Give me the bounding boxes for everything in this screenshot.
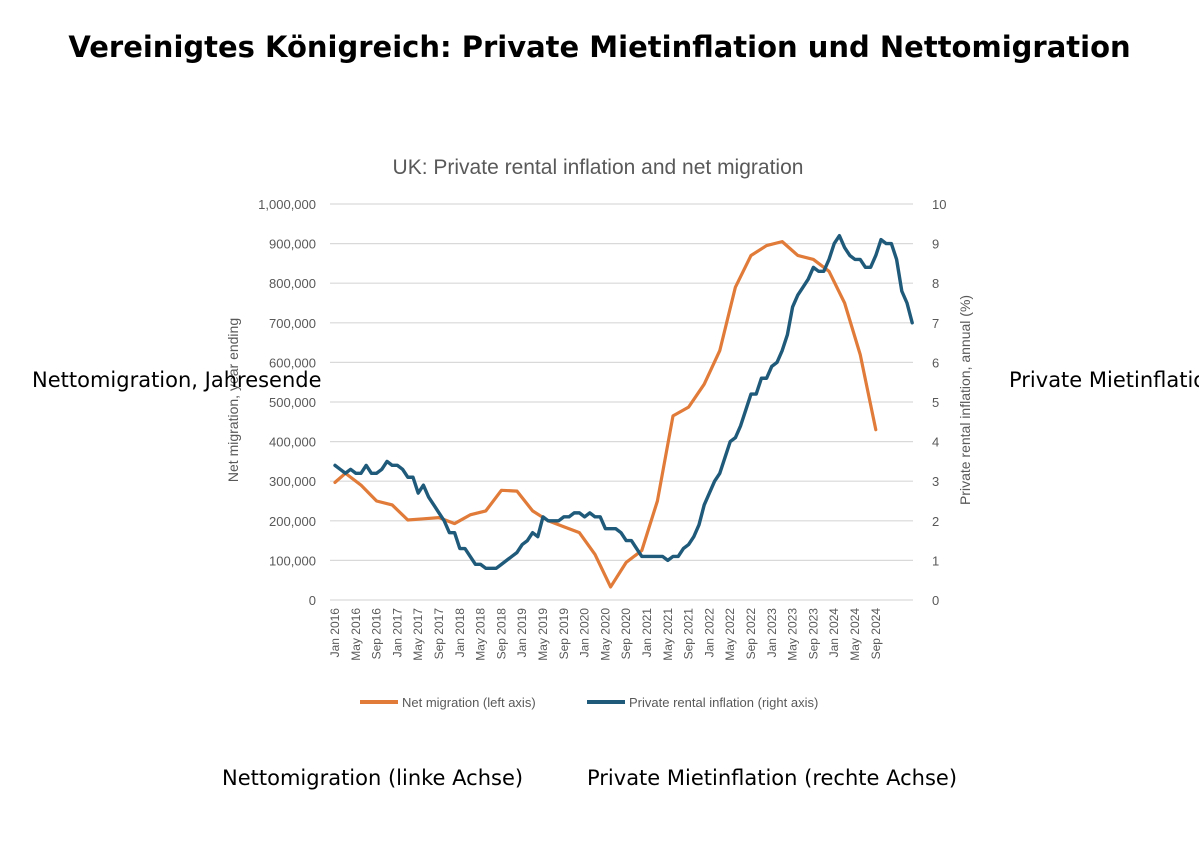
- overlay-legend-left: Nettomigration (linke Achse): [222, 766, 524, 790]
- right-tick-label: 5: [932, 395, 939, 410]
- right-tick-label: 9: [932, 237, 939, 252]
- x-tick-label: May 2018: [474, 608, 488, 661]
- series-group: [333, 233, 914, 589]
- x-tick-label: Jan 2018: [453, 608, 467, 658]
- x-tick-label: Sep 2019: [557, 608, 571, 660]
- page-title: Vereinigtes Königreich: Private Mietinfl…: [68, 30, 1131, 64]
- series-net-migration-line: [333, 240, 878, 589]
- gridlines: [330, 203, 913, 601]
- x-tick-label: Jan 2017: [390, 608, 404, 658]
- x-tick-label: Jan 2021: [640, 608, 654, 658]
- left-axis-label: Net migration, year ending: [225, 318, 241, 482]
- right-tick-label: 8: [932, 276, 939, 291]
- right-axis-label: Private rental inflation, annual (%): [957, 295, 973, 505]
- x-tick-label: May 2019: [536, 608, 550, 661]
- left-tick-label: 900,000: [269, 237, 316, 252]
- right-tick-label: 10: [932, 197, 946, 212]
- left-tick-label: 500,000: [269, 395, 316, 410]
- right-tick-label: 2: [932, 514, 939, 529]
- x-tick-label: Jan 2020: [578, 608, 592, 658]
- x-tick-label: May 2024: [848, 608, 862, 661]
- left-tick-label: 100,000: [269, 553, 316, 568]
- x-tick-label: Sep 2021: [682, 608, 696, 660]
- x-axis-ticks: Jan 2016 May 2016 Sep 2016 Jan 2017 May 2017…: [328, 608, 883, 661]
- x-tick-label: Sep 2017: [432, 608, 446, 660]
- x-tick-label: Sep 2020: [619, 608, 633, 660]
- legend: Net migration (left axis) Private rental…: [360, 695, 818, 710]
- x-tick-label: Jan 2023: [765, 608, 779, 658]
- chart-title: UK: Private rental inflation and net mig…: [393, 156, 804, 179]
- right-tick-label: 3: [932, 474, 939, 489]
- x-tick-label: May 2016: [349, 608, 363, 661]
- x-tick-label: Sep 2016: [370, 608, 384, 660]
- left-tick-label: 0: [309, 593, 316, 608]
- left-tick-label: 300,000: [269, 474, 316, 489]
- left-tick-label: 600,000: [269, 355, 316, 370]
- overlay-left-axis-label: Nettomigration, Jahresende: [32, 368, 322, 392]
- legend-label-rental-inflation: Private rental inflation (right axis): [629, 695, 818, 710]
- x-tick-label: Jan 2022: [702, 608, 716, 658]
- x-tick-label: May 2021: [661, 608, 675, 661]
- right-tick-label: 6: [932, 355, 939, 370]
- x-tick-label: Sep 2018: [494, 608, 508, 660]
- x-tick-label: May 2017: [411, 608, 425, 661]
- right-axis-ticks: 0 1 2 3 4 5 6 7 8 9 10: [932, 197, 946, 608]
- legend-label-net-migration: Net migration (left axis): [402, 695, 536, 710]
- series-rental-inflation-line: [333, 233, 914, 571]
- x-tick-label: Sep 2023: [806, 608, 820, 660]
- right-tick-label: 7: [932, 316, 939, 331]
- x-tick-label: May 2020: [598, 608, 612, 661]
- x-tick-label: Jan 2024: [827, 608, 841, 658]
- left-tick-label: 1,000,000: [258, 197, 316, 212]
- left-tick-label: 400,000: [269, 435, 316, 450]
- x-tick-label: May 2022: [723, 608, 737, 661]
- left-tick-label: 700,000: [269, 316, 316, 331]
- left-tick-label: 200,000: [269, 514, 316, 529]
- overlay-legend-right: Private Mietinflation (rechte Achse): [587, 766, 958, 790]
- x-tick-label: Jan 2019: [515, 608, 529, 658]
- right-tick-label: 4: [932, 435, 939, 450]
- x-tick-label: Sep 2022: [744, 608, 758, 660]
- overlay-right-axis-label: Private Mietinflation (rechte Achse): [1009, 368, 1199, 392]
- right-tick-label: 1: [932, 553, 939, 568]
- left-tick-label: 800,000: [269, 276, 316, 291]
- x-tick-label: Sep 2024: [869, 608, 883, 660]
- x-tick-label: Jan 2016: [328, 608, 342, 658]
- right-tick-label: 0: [932, 593, 939, 608]
- left-axis-ticks: 0 100,000 200,000 300,000 400,000 500,000 600,…: [258, 197, 316, 608]
- x-tick-label: May 2023: [786, 608, 800, 661]
